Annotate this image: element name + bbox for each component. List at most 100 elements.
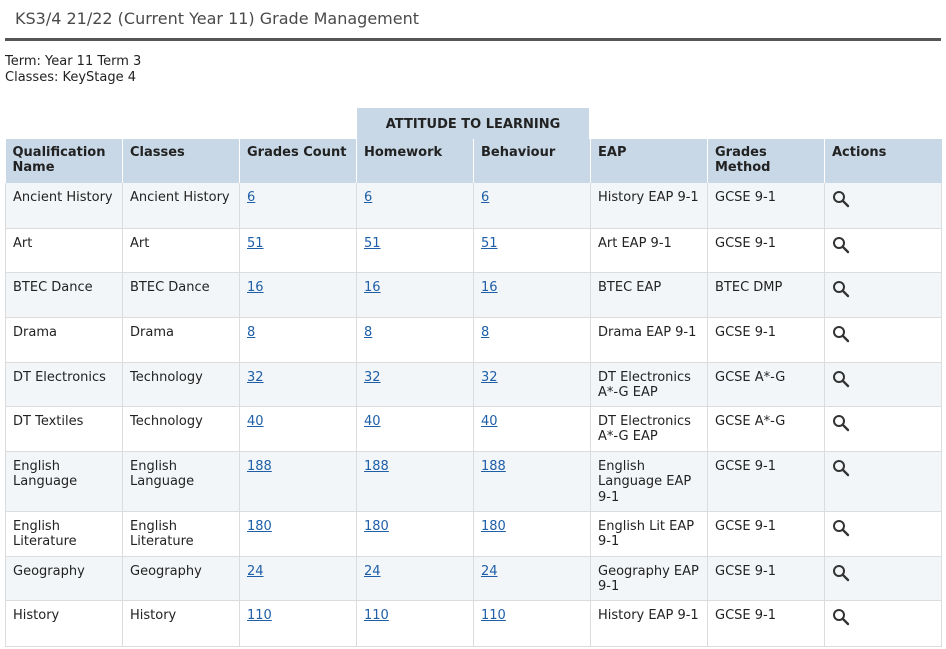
grades-table-body: Ancient History Ancient History 6 6 6 History…	[5, 183, 942, 647]
qualification-cell: Ancient History	[13, 190, 113, 205]
homework-link[interactable]: 110	[364, 607, 389, 623]
homework-link[interactable]: 32	[364, 369, 381, 385]
search-icon[interactable]	[832, 280, 850, 298]
qualification-cell: BTEC Dance	[13, 279, 93, 295]
grades-count-link[interactable]: 40	[247, 413, 264, 429]
homework-link[interactable]: 6	[364, 190, 373, 205]
title-bar: KS3/4 21/22 (Current Year 11) Grade Mana…	[5, 0, 941, 41]
qualification-cell: History	[13, 607, 60, 623]
table-row: Drama Drama 8 8 8 Drama EAP 9-1 GCSE 9-1	[5, 317, 942, 363]
homework-link[interactable]: 16	[364, 279, 381, 295]
table-cell: 32	[239, 362, 357, 407]
table-cell: 51	[239, 228, 357, 273]
table-cell: 188	[473, 451, 591, 512]
table-row: Geography Geography 24 24 24 Geography EAP 9-…	[5, 556, 942, 601]
table-row: English Literature English Literature 180 1…	[5, 511, 942, 557]
search-icon[interactable]	[832, 190, 850, 208]
table-cell: BTEC Dance	[5, 272, 123, 318]
eap-cell: DT Electronics A*-G EAP	[598, 413, 691, 445]
behaviour-link[interactable]: 8	[481, 324, 490, 340]
actions-cell	[824, 556, 942, 601]
table-row: Ancient History Ancient History 6 6 6 History…	[5, 183, 942, 229]
grades-count-link[interactable]: 24	[247, 563, 264, 579]
grades-method-cell: GCSE 9-1	[715, 324, 776, 340]
search-icon[interactable]	[832, 370, 850, 388]
behaviour-link[interactable]: 6	[481, 190, 490, 205]
grades-count-link[interactable]: 8	[247, 324, 256, 340]
table-cell: DT Electronics A*-G EAP	[590, 406, 708, 452]
table-cell: History EAP 9-1	[590, 600, 708, 647]
table-cell: 110	[356, 600, 474, 647]
table-cell: English Language	[122, 451, 240, 512]
table-cell: GCSE A*-G	[707, 406, 825, 452]
search-icon[interactable]	[832, 459, 850, 477]
behaviour-link[interactable]: 110	[481, 607, 506, 623]
column-header-behaviour[interactable]: Behaviour	[473, 139, 591, 183]
table-cell: 51	[356, 228, 474, 273]
qualification-cell: English Language	[13, 458, 78, 490]
column-header-classes[interactable]: Classes	[122, 139, 240, 183]
behaviour-link[interactable]: 24	[481, 563, 498, 579]
search-icon[interactable]	[832, 236, 850, 254]
behaviour-link[interactable]: 32	[481, 369, 498, 385]
table-cell: Geography	[122, 556, 240, 601]
table-header-row: Qualification Name Classes Grades Count …	[5, 139, 942, 183]
qualification-cell: DT Textiles	[13, 413, 84, 429]
homework-link[interactable]: 51	[364, 235, 381, 251]
grades-count-link[interactable]: 32	[247, 369, 264, 385]
behaviour-link[interactable]: 51	[481, 235, 498, 251]
grades-count-link[interactable]: 16	[247, 279, 264, 295]
search-icon[interactable]	[832, 414, 850, 432]
attitude-to-learning-header: ATTITUDE TO LEARNING	[357, 108, 589, 139]
grades-table: Qualification Name Classes Grades Count …	[5, 139, 942, 647]
table-cell: Art EAP 9-1	[590, 228, 708, 273]
table-cell: English Lit EAP 9-1	[590, 511, 708, 557]
grades-count-link[interactable]: 51	[247, 235, 264, 251]
classes-cell: English Literature	[130, 518, 194, 550]
search-icon[interactable]	[832, 608, 850, 626]
column-header-homework[interactable]: Homework	[356, 139, 474, 183]
column-header-qualification[interactable]: Qualification Name	[5, 139, 123, 183]
eap-cell: English Language EAP 9-1	[598, 458, 692, 505]
actions-cell	[824, 272, 942, 318]
table-cell: 32	[473, 362, 591, 407]
table-cell: Ancient History	[5, 183, 123, 229]
grades-count-link[interactable]: 110	[247, 607, 272, 623]
behaviour-link[interactable]: 16	[481, 279, 498, 295]
column-header-grades-method[interactable]: Grades Method	[707, 139, 825, 183]
homework-link[interactable]: 24	[364, 563, 381, 579]
table-cell: 180	[473, 511, 591, 557]
search-icon[interactable]	[832, 564, 850, 582]
behaviour-link[interactable]: 180	[481, 518, 506, 534]
grades-count-link[interactable]: 6	[247, 190, 256, 205]
classes-cell: English Language	[130, 458, 195, 490]
homework-link[interactable]: 188	[364, 458, 389, 474]
homework-link[interactable]: 180	[364, 518, 389, 534]
qualification-cell: DT Electronics	[13, 369, 106, 385]
grades-count-link[interactable]: 180	[247, 518, 272, 534]
search-icon[interactable]	[832, 325, 850, 343]
behaviour-link[interactable]: 188	[481, 458, 506, 474]
search-icon[interactable]	[832, 519, 850, 537]
behaviour-link[interactable]: 40	[481, 413, 498, 429]
table-cell: 16	[356, 272, 474, 318]
classes-cell: Geography	[130, 563, 202, 579]
qualification-cell: Art	[13, 235, 33, 251]
eap-cell: History EAP 9-1	[598, 190, 699, 205]
table-cell: 180	[239, 511, 357, 557]
table-cell: 6	[239, 183, 357, 229]
table-cell: 40	[239, 406, 357, 452]
table-cell: Technology	[122, 406, 240, 452]
table-cell: GCSE 9-1	[707, 183, 825, 229]
homework-link[interactable]: 40	[364, 413, 381, 429]
table-cell: Drama EAP 9-1	[590, 317, 708, 363]
classes-cell: Ancient History	[130, 190, 230, 205]
homework-link[interactable]: 8	[364, 324, 373, 340]
grades-count-link[interactable]: 188	[247, 458, 272, 474]
actions-cell	[824, 317, 942, 363]
column-header-eap[interactable]: EAP	[590, 139, 708, 183]
table-cell: GCSE 9-1	[707, 556, 825, 601]
column-header-grades-count[interactable]: Grades Count	[239, 139, 357, 183]
table-cell: BTEC Dance	[122, 272, 240, 318]
table-cell: 51	[473, 228, 591, 273]
